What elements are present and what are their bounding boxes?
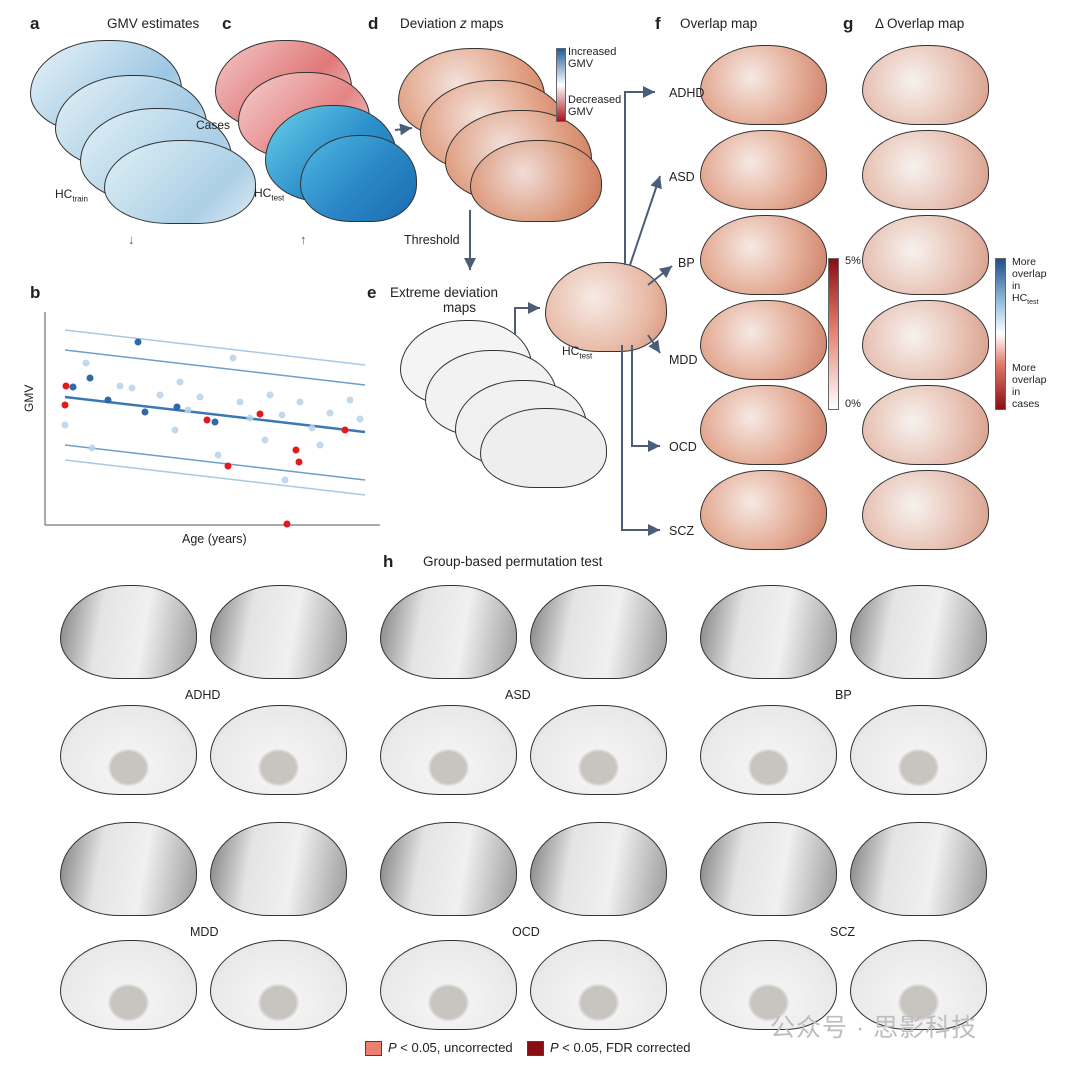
watermark-text: 公众号 · 思影科技 xyxy=(770,1014,978,1042)
panel-a-title: GMV estimates xyxy=(107,16,200,31)
lateral-brain xyxy=(700,585,837,679)
panel-g-label: g xyxy=(843,14,854,33)
hc-train-label: HCtrain xyxy=(55,187,88,204)
lateral-brain xyxy=(210,585,347,679)
overlap-brain xyxy=(700,130,827,210)
lateral-brain xyxy=(850,822,987,916)
delta-legend-bottom: More overlap in cases xyxy=(1012,362,1047,410)
overlap-disorder-label: SCZ xyxy=(669,524,694,538)
scatter-points xyxy=(61,338,364,528)
lateral-brain xyxy=(210,822,347,916)
medial-brain xyxy=(700,705,837,795)
panel-c-label: c xyxy=(222,14,232,33)
legend-uncorrected: P < 0.05, uncorrected xyxy=(365,1040,513,1057)
group-label: OCD xyxy=(512,925,540,939)
overlap-brain xyxy=(700,45,827,125)
salmon-swatch-icon xyxy=(365,1041,382,1057)
cases-label: Cases xyxy=(196,118,231,132)
increased-gmv-label: Increased GMV xyxy=(568,46,617,70)
delta-overlap-brain xyxy=(862,385,989,465)
medial-brain xyxy=(60,940,197,1030)
overlap-disorder-label: ASD xyxy=(669,170,695,184)
overlap-brain xyxy=(700,215,827,295)
medial-brain xyxy=(850,940,987,1030)
medial-brain xyxy=(530,940,667,1030)
panel-e-title: Extreme deviation maps xyxy=(390,285,499,315)
medial-brain xyxy=(380,940,517,1030)
lateral-brain xyxy=(380,585,517,679)
group-label: BP xyxy=(835,688,852,702)
darkred-swatch-icon xyxy=(527,1041,544,1057)
panel-h-label: h xyxy=(383,552,394,571)
overlap-disorder-label: OCD xyxy=(669,440,697,454)
lateral-brain xyxy=(700,822,837,916)
panel-f-label: f xyxy=(655,14,661,33)
medial-brain xyxy=(530,705,667,795)
medial-brain xyxy=(210,940,347,1030)
overlap-scale-min: 0% xyxy=(845,398,861,410)
medial-brain xyxy=(60,705,197,795)
hc-test-label-e: HCtest xyxy=(562,344,593,361)
hc-test-center-brain xyxy=(545,262,667,352)
delta-overlap-brain xyxy=(862,470,989,550)
lateral-brain xyxy=(850,585,987,679)
overlap-colorbar xyxy=(828,258,839,410)
medial-brain xyxy=(700,940,837,1030)
delta-overlap-brain xyxy=(862,130,989,210)
overlap-brain xyxy=(700,470,827,550)
medial-brain xyxy=(210,705,347,795)
panel-h-title: Group-based permutation test xyxy=(423,554,603,569)
panel-g-title: Δ Overlap map xyxy=(875,16,965,31)
delta-overlap-brain xyxy=(862,45,989,125)
group-label: ASD xyxy=(505,688,531,702)
overlap-disorder-label: BP xyxy=(678,256,695,270)
decreased-gmv-label: Decreased GMV xyxy=(568,94,622,118)
overlap-disorder-label: MDD xyxy=(669,353,698,367)
overlap-brain xyxy=(700,300,827,380)
group-label: SCZ xyxy=(830,925,855,939)
lateral-brain xyxy=(530,585,667,679)
overlap-brain xyxy=(700,385,827,465)
group-label: ADHD xyxy=(185,688,221,702)
panel-b-label: b xyxy=(30,283,41,302)
panel-e-label: e xyxy=(367,283,377,302)
medial-brain xyxy=(380,705,517,795)
deviation-colorbar xyxy=(556,48,566,122)
panel-a-label: a xyxy=(30,14,40,33)
panel-f-title: Overlap map xyxy=(680,16,758,31)
age-axis-label: Age (years) xyxy=(182,532,247,546)
group-label: MDD xyxy=(190,925,219,939)
panel-d-label: d xyxy=(368,14,379,33)
gmv-axis-label: GMV xyxy=(22,384,36,412)
panel-d-title: Deviation z maps xyxy=(400,16,504,31)
overlap-disorder-label: ADHD xyxy=(669,86,705,100)
delta-overlap-brain xyxy=(862,300,989,380)
medial-brain xyxy=(850,705,987,795)
legend-fdr: P < 0.05, FDR corrected xyxy=(527,1040,691,1057)
arrow-down-icon: ↓ xyxy=(128,232,135,247)
delta-overlap-colorbar xyxy=(995,258,1006,410)
lateral-brain xyxy=(60,822,197,916)
overlap-scale-max: 5% xyxy=(845,255,861,267)
delta-overlap-brain xyxy=(862,215,989,295)
lateral-brain xyxy=(530,822,667,916)
hc-test-label-c: HCtest xyxy=(254,186,285,203)
flow-arrows xyxy=(394,86,673,536)
lateral-brain xyxy=(60,585,197,679)
lateral-brain xyxy=(380,822,517,916)
gmv-age-scatter xyxy=(44,312,380,528)
delta-legend-top: More overlap in HCtest xyxy=(1012,256,1047,307)
arrow-up-icon: ↑ xyxy=(300,232,307,247)
threshold-label: Threshold xyxy=(404,233,460,247)
